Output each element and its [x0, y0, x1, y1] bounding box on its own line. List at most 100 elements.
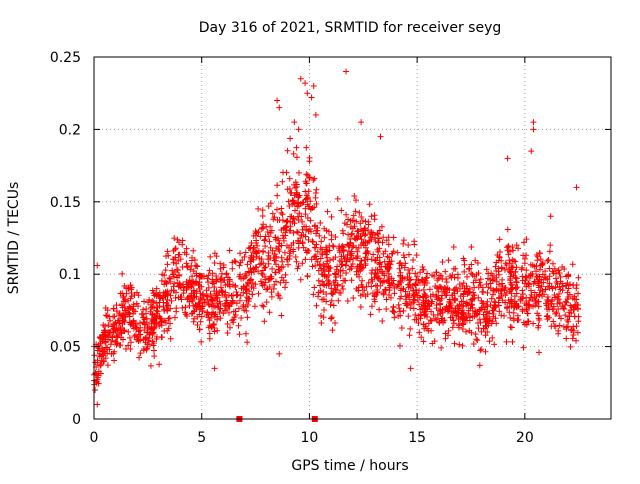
data-point — [128, 286, 135, 293]
data-point — [176, 251, 183, 258]
data-point — [243, 282, 250, 289]
data-point — [504, 305, 511, 312]
data-point — [351, 223, 358, 230]
data-point — [303, 192, 310, 199]
data-point — [492, 263, 499, 270]
data-point — [420, 286, 427, 293]
data-point — [487, 280, 494, 287]
data-point — [396, 308, 403, 315]
data-point — [365, 227, 372, 234]
data-point — [482, 304, 489, 311]
data-point — [433, 302, 440, 309]
data-point — [119, 270, 126, 277]
data-point — [502, 284, 509, 291]
data-point — [217, 300, 224, 307]
data-point — [279, 178, 286, 185]
data-point — [563, 326, 570, 333]
data-point — [299, 199, 306, 206]
data-point — [548, 283, 555, 290]
data-point — [365, 218, 372, 225]
data-point — [217, 315, 224, 322]
data-point — [354, 228, 361, 235]
data-point — [550, 318, 557, 325]
data-point — [353, 271, 360, 278]
data-point — [422, 305, 429, 312]
data-point — [339, 261, 346, 268]
data-point — [274, 217, 281, 224]
data-point — [303, 144, 310, 151]
data-point — [165, 325, 172, 332]
data-point — [554, 280, 561, 287]
data-point — [352, 197, 359, 204]
data-point — [555, 267, 562, 274]
data-points — [91, 68, 582, 422]
data-point — [102, 355, 109, 362]
data-point — [310, 291, 317, 298]
data-point — [355, 287, 362, 294]
data-point — [388, 280, 395, 287]
plot-frame — [93, 56, 612, 420]
data-point — [212, 303, 219, 310]
data-point — [359, 277, 366, 284]
data-point — [383, 237, 390, 244]
data-point — [354, 255, 361, 262]
data-point — [229, 259, 236, 266]
data-point — [479, 288, 486, 295]
data-point — [259, 207, 266, 214]
data-point — [472, 331, 479, 338]
data-point — [340, 230, 347, 237]
data-point — [136, 331, 143, 338]
data-point — [300, 231, 307, 238]
data-point — [190, 247, 197, 254]
data-point — [328, 314, 335, 321]
data-point — [385, 241, 392, 248]
data-point — [340, 267, 347, 274]
data-point — [490, 276, 497, 283]
data-point — [320, 281, 327, 288]
data-point — [207, 290, 214, 297]
data-point — [419, 276, 426, 283]
data-point — [508, 268, 515, 275]
data-point — [565, 294, 572, 301]
data-point — [285, 198, 292, 205]
data-point — [384, 262, 391, 269]
data-point — [224, 329, 231, 336]
data-point — [261, 237, 268, 244]
data-point — [433, 292, 440, 299]
data-point — [130, 301, 137, 308]
data-point — [463, 302, 470, 309]
data-point — [442, 330, 449, 337]
data-point — [461, 261, 468, 268]
data-point — [398, 262, 405, 269]
data-point — [361, 257, 368, 264]
data-point — [214, 327, 221, 334]
data-point — [178, 296, 185, 303]
data-point — [186, 298, 193, 305]
data-point — [368, 236, 375, 243]
data-point — [535, 303, 542, 310]
data-point — [429, 298, 436, 305]
data-point — [325, 228, 332, 235]
data-point — [140, 306, 147, 313]
data-point — [555, 330, 562, 337]
data-point — [337, 272, 344, 279]
data-point — [523, 236, 530, 243]
data-point — [269, 265, 276, 272]
data-point — [477, 347, 484, 354]
data-point — [274, 206, 281, 213]
data-point — [211, 321, 217, 328]
data-point — [294, 265, 301, 272]
data-point — [493, 286, 500, 293]
data-point — [499, 297, 506, 304]
data-point — [388, 275, 395, 282]
y-tick-label: 0.1 — [59, 267, 81, 283]
data-point — [164, 261, 171, 268]
data-point — [422, 292, 429, 299]
data-point — [390, 281, 397, 288]
data-point — [285, 244, 292, 251]
data-point — [459, 325, 466, 332]
data-point — [540, 279, 547, 286]
data-point — [492, 302, 499, 309]
data-point — [147, 301, 154, 308]
